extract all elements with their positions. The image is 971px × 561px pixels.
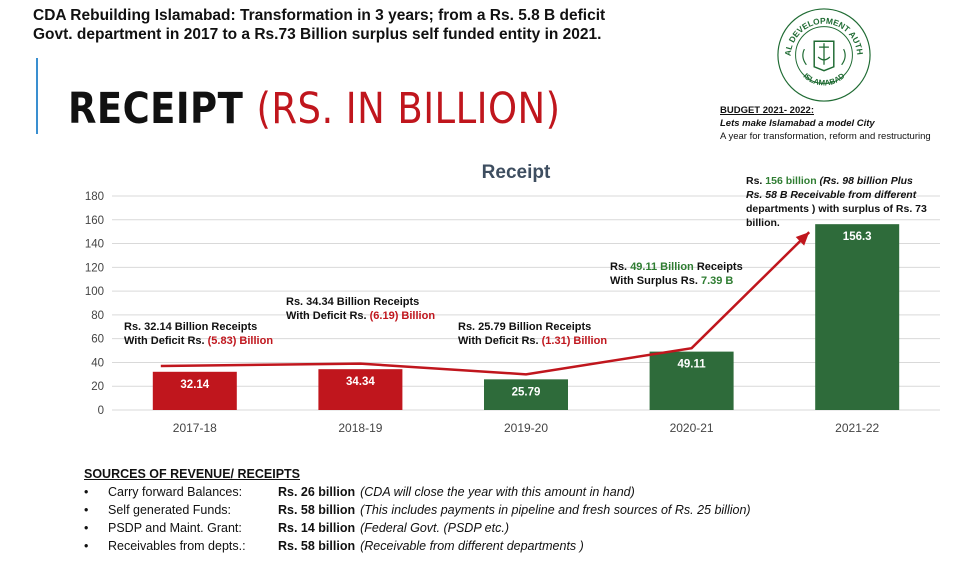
annotation-prefix: With Deficit Rs. (124, 335, 208, 347)
cda-seal-logo: CAPITAL DEVELOPMENT AUTHORITY ISLAMABAD (775, 6, 871, 102)
y-tick-label: 40 (91, 357, 104, 369)
annotation-prefix: Rs. (610, 261, 630, 273)
annotation-line: billion. (746, 217, 780, 229)
x-tick-label: 2021-22 (835, 421, 879, 435)
y-tick-label: 120 (85, 262, 104, 274)
sources-list: • Carry forward Balances: Rs. 26 billion (C… (84, 483, 964, 555)
source-item: • Self generated Funds: Rs. 58 billion (Thi… (84, 501, 964, 519)
bar (484, 379, 568, 410)
y-tick-label: 140 (85, 239, 104, 251)
accent-divider (36, 58, 38, 134)
annotation-line: With Deficit Rs. (5.83) Billion (124, 335, 273, 347)
bar (318, 369, 403, 410)
chart-title: Receipt (482, 162, 551, 183)
sources-heading: SOURCES OF REVENUE/ RECEIPTS (84, 467, 301, 481)
annotation-suffix: Receipts (694, 261, 743, 273)
budget-heading: BUDGET 2021- 2022: (720, 105, 814, 116)
trend-line (160, 231, 811, 376)
annotation-detail: (Rs. 98 billion Plus (817, 175, 913, 187)
annotation-line: Rs. 156 billion (Rs. 98 billion Plus (746, 175, 913, 187)
headline: CDA Rebuilding Islamabad: Transformation… (33, 6, 683, 44)
x-tick-label: 2019-20 (504, 421, 548, 435)
source-note: (Federal Govt. (PSDP etc.) (360, 521, 509, 535)
annotation-receipt-value: 49.11 Billion (630, 261, 694, 273)
source-amount: Rs. 58 billion (278, 539, 356, 553)
source-bullet: • (84, 539, 89, 553)
source-note: (Receivable from different departments ) (360, 539, 584, 553)
annotation-line: Rs. 49.11 Billion Receipts (610, 261, 743, 273)
bar-value-label: 49.11 (678, 359, 707, 371)
source-amount: Rs. 26 billion (278, 485, 356, 499)
source-label: Self generated Funds: (108, 503, 231, 517)
bar-value-label: 32.14 (180, 379, 209, 391)
annotation-prefix: With Surplus Rs. (610, 275, 701, 287)
headline-line-1: CDA Rebuilding Islamabad: Transformation… (33, 7, 606, 24)
annotation-prefix: With Deficit Rs. (286, 310, 370, 322)
source-note: (CDA will close the year with this amoun… (360, 485, 635, 499)
y-tick-label: 20 (91, 381, 104, 393)
y-tick-label: 80 (91, 310, 104, 322)
annotation-line: With Surplus Rs. 7.39 B (610, 275, 733, 287)
page-title-main: RECEIPT (68, 84, 244, 134)
bar (152, 371, 237, 410)
annotation-line: Rs. 58 B Receivable from different (746, 189, 917, 201)
source-bullet: • (84, 485, 89, 499)
annotation-deficit-value: (6.19) Billion (370, 310, 436, 322)
svg-text:ISLAMABAD: ISLAMABAD (801, 71, 846, 88)
budget-description: A year for transformation, reform and re… (720, 131, 931, 142)
annotation-line: With Deficit Rs. (1.31) Billion (458, 335, 607, 347)
annotation-line: Rs. 32.14 Billion Receipts (124, 321, 257, 333)
bar (815, 224, 900, 410)
x-tick-label: 2017-18 (173, 421, 217, 435)
source-label: Carry forward Balances: (108, 485, 243, 499)
budget-tagline: Lets make Islamabad a model City (720, 118, 875, 129)
headline-line-2: Govt. department in 2017 to a Rs.73 Bill… (33, 26, 602, 43)
annotation-line: Rs. 25.79 Billion Receipts (458, 321, 591, 333)
source-bullet: • (84, 503, 89, 517)
sources-section: SOURCES OF REVENUE/ RECEIPTS • Carry forw… (84, 465, 964, 555)
annotation-prefix: Rs. (746, 175, 765, 187)
annotation-receipt-value: 156 billion (765, 175, 816, 187)
x-tick-label: 2018-19 (338, 421, 382, 435)
source-item: • Receivables from depts.: Rs. 58 billion (… (84, 537, 964, 555)
bar-value-label: 25.79 (512, 386, 541, 398)
receipt-chart: Receipt 0 20 40 60 80 100 120 140 160 180 32.14 2017… (85, 162, 940, 435)
y-tick-label: 60 (91, 334, 104, 346)
annotation-surplus-value: 7.39 B (701, 275, 733, 287)
bar-value-label: 34.34 (346, 376, 375, 388)
source-label: PSDP and Maint. Grant: (108, 521, 242, 535)
x-tick-label: 2020-21 (670, 421, 714, 435)
y-tick-label: 0 (98, 405, 104, 417)
source-amount: Rs. 58 billion (278, 503, 356, 517)
page-title-unit: (RS. IN BILLION) (256, 84, 561, 134)
source-label: Receivables from depts.: (108, 539, 246, 553)
source-item: • PSDP and Maint. Grant: Rs. 14 billion (Fe… (84, 519, 964, 537)
bar-value-label: 156.3 (843, 231, 872, 243)
source-amount: Rs. 14 billion (278, 521, 356, 535)
y-tick-label: 160 (85, 215, 104, 227)
y-tick-label: 100 (85, 286, 104, 298)
page-title: RECEIPT (RS. IN BILLION) (68, 84, 560, 134)
y-tick-label: 180 (85, 191, 104, 203)
annotation-line: With Deficit Rs. (6.19) Billion (286, 310, 435, 322)
trend-arrowhead (795, 232, 810, 246)
annotation-line: Rs. 34.34 Billion Receipts (286, 296, 419, 308)
annotation-deficit-value: (1.31) Billion (542, 335, 608, 347)
bar (649, 351, 734, 410)
source-bullet: • (84, 521, 89, 535)
budget-note: BUDGET 2021- 2022: Lets make Islamabad a… (720, 104, 971, 143)
annotation-line: departments ) with surplus of Rs. 73 (746, 203, 927, 215)
annotation-deficit-value: (5.83) Billion (208, 335, 274, 347)
source-note: (This includes payments in pipeline and … (360, 503, 751, 517)
source-item: • Carry forward Balances: Rs. 26 billion (C… (84, 483, 964, 501)
annotation-prefix: With Deficit Rs. (458, 335, 542, 347)
seal-bottom-text: ISLAMABAD (801, 71, 846, 88)
